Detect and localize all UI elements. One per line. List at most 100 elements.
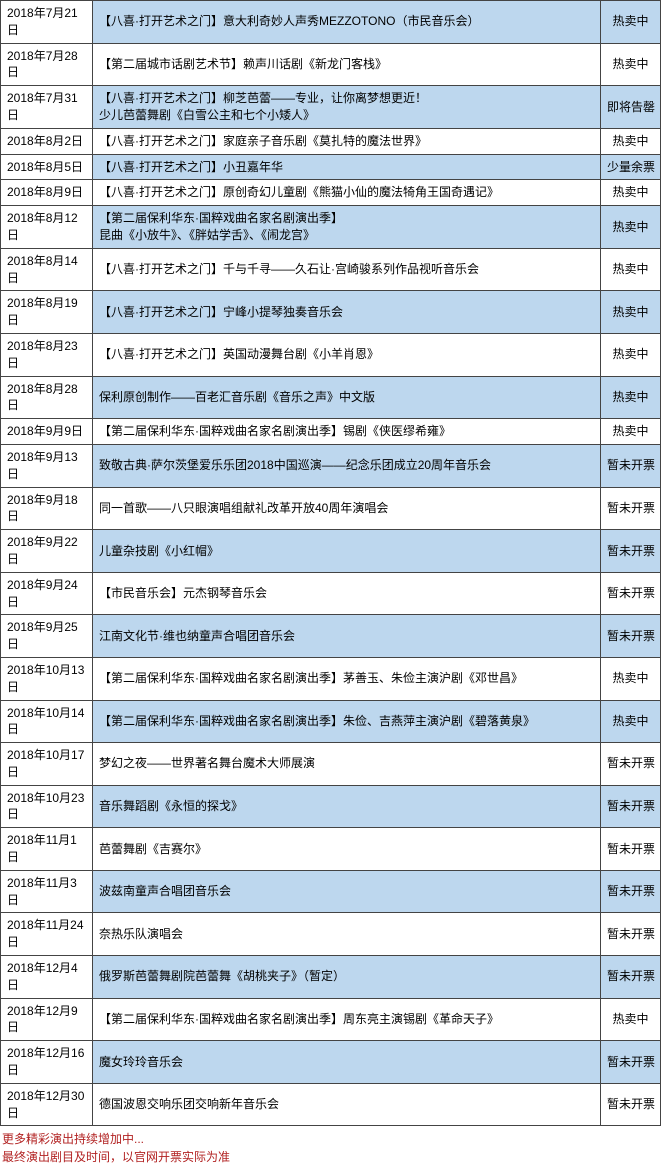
title-cell: 【八喜·打开艺术之门】原创奇幻儿童剧《熊猫小仙的魔法犄角王国奇遇记》 — [93, 180, 601, 206]
table-row: 2018年8月14日【八喜·打开艺术之门】千与千寻——久石让·宫崎骏系列作品视听… — [1, 248, 661, 291]
status-cell: 暂未开票 — [601, 487, 661, 530]
title-cell: 梦幻之夜——世界著名舞台魔术大师展演 — [93, 743, 601, 786]
table-row: 2018年12月30日德国波恩交响乐团交响新年音乐会暂未开票 — [1, 1083, 661, 1126]
title-cell: 【八喜·打开艺术之门】宁峰小提琴独奏音乐会 — [93, 291, 601, 334]
footer-note: 更多精彩演出持续增加中... 最终演出剧目及时间，以官网开票实际为准 — [0, 1126, 661, 1170]
table-row: 2018年12月4日俄罗斯芭蕾舞剧院芭蕾舞《胡桃夹子》（暂定）暂未开票 — [1, 956, 661, 999]
table-row: 2018年9月24日【市民音乐会】元杰钢琴音乐会暂未开票 — [1, 572, 661, 615]
status-cell: 暂未开票 — [601, 444, 661, 487]
table-row: 2018年12月9日【第二届保利华东·国粹戏曲名家名剧演出季】周东亮主演锡剧《革… — [1, 998, 661, 1041]
title-cell: 【八喜·打开艺术之门】英国动漫舞台剧《小羊肖恩》 — [93, 333, 601, 376]
title-cell: 【第二届城市话剧艺术节】赖声川话剧《新龙门客栈》 — [93, 43, 601, 86]
table-row: 2018年12月16日魔女玲玲音乐会暂未开票 — [1, 1041, 661, 1084]
date-cell: 2018年9月9日 — [1, 419, 93, 445]
date-cell: 2018年9月13日 — [1, 444, 93, 487]
table-row: 2018年11月1日芭蕾舞剧《吉赛尔》暂未开票 — [1, 828, 661, 871]
status-cell: 暂未开票 — [601, 870, 661, 913]
table-row: 2018年8月5日【八喜·打开艺术之门】小丑嘉年华少量余票 — [1, 154, 661, 180]
date-cell: 2018年7月21日 — [1, 1, 93, 44]
status-cell: 暂未开票 — [601, 1083, 661, 1126]
status-cell: 热卖中 — [601, 376, 661, 419]
date-cell: 2018年8月12日 — [1, 206, 93, 249]
status-cell: 热卖中 — [601, 43, 661, 86]
status-cell: 暂未开票 — [601, 1041, 661, 1084]
status-cell: 暂未开票 — [601, 572, 661, 615]
title-cell: 俄罗斯芭蕾舞剧院芭蕾舞《胡桃夹子》（暂定） — [93, 956, 601, 999]
title-cell: 【第二届保利华东·国粹戏曲名家名剧演出季】周东亮主演锡剧《革命天子》 — [93, 998, 601, 1041]
date-cell: 2018年8月2日 — [1, 128, 93, 154]
title-cell: 致敬古典·萨尔茨堡爱乐乐团2018中国巡演——纪念乐团成立20周年音乐会 — [93, 444, 601, 487]
title-cell: 【第二届保利华东·国粹戏曲名家名剧演出季】朱俭、吉燕萍主演沪剧《碧落黄泉》 — [93, 700, 601, 743]
date-cell: 2018年11月1日 — [1, 828, 93, 871]
table-row: 2018年9月25日江南文化节·维也纳童声合唱团音乐会暂未开票 — [1, 615, 661, 658]
table-row: 2018年7月28日【第二届城市话剧艺术节】赖声川话剧《新龙门客栈》热卖中 — [1, 43, 661, 86]
status-cell: 热卖中 — [601, 248, 661, 291]
status-cell: 热卖中 — [601, 700, 661, 743]
title-cell: 德国波恩交响乐团交响新年音乐会 — [93, 1083, 601, 1126]
title-cell: 【八喜·打开艺术之门】意大利奇妙人声秀MEZZOTONO（市民音乐会） — [93, 1, 601, 44]
title-cell: 波兹南童声合唱团音乐会 — [93, 870, 601, 913]
status-cell: 热卖中 — [601, 180, 661, 206]
table-row: 2018年9月9日【第二届保利华东·国粹戏曲名家名剧演出季】锡剧《侠医缪希雍》热… — [1, 419, 661, 445]
title-cell: 保利原创制作——百老汇音乐剧《音乐之声》中文版 — [93, 376, 601, 419]
table-row: 2018年8月2日【八喜·打开艺术之门】家庭亲子音乐剧《莫扎特的魔法世界》热卖中 — [1, 128, 661, 154]
title-cell: 【八喜·打开艺术之门】柳芝芭蕾——专业，让你离梦想更近！少儿芭蕾舞剧《白雪公主和… — [93, 86, 601, 129]
date-cell: 2018年11月24日 — [1, 913, 93, 956]
date-cell: 2018年9月24日 — [1, 572, 93, 615]
footer-line-1: 更多精彩演出持续增加中... — [2, 1130, 659, 1148]
date-cell: 2018年9月18日 — [1, 487, 93, 530]
status-cell: 暂未开票 — [601, 530, 661, 573]
date-cell: 2018年9月22日 — [1, 530, 93, 573]
date-cell: 2018年9月25日 — [1, 615, 93, 658]
date-cell: 2018年12月9日 — [1, 998, 93, 1041]
status-cell: 即将告罄 — [601, 86, 661, 129]
date-cell: 2018年8月28日 — [1, 376, 93, 419]
status-cell: 热卖中 — [601, 998, 661, 1041]
table-row: 2018年8月12日【第二届保利华东·国粹戏曲名家名剧演出季】昆曲《小放牛》、《… — [1, 206, 661, 249]
table-row: 2018年10月23日音乐舞蹈剧《永恒的探戈》暂未开票 — [1, 785, 661, 828]
status-cell: 暂未开票 — [601, 743, 661, 786]
title-cell: 江南文化节·维也纳童声合唱团音乐会 — [93, 615, 601, 658]
event-schedule-table: 2018年7月21日【八喜·打开艺术之门】意大利奇妙人声秀MEZZOTONO（市… — [0, 0, 661, 1126]
status-cell: 热卖中 — [601, 1, 661, 44]
date-cell: 2018年10月17日 — [1, 743, 93, 786]
status-cell: 热卖中 — [601, 206, 661, 249]
status-cell: 少量余票 — [601, 154, 661, 180]
table-row: 2018年8月28日保利原创制作——百老汇音乐剧《音乐之声》中文版热卖中 — [1, 376, 661, 419]
table-row: 2018年9月22日儿童杂技剧《小红帽》暂未开票 — [1, 530, 661, 573]
status-cell: 暂未开票 — [601, 785, 661, 828]
title-cell: 【市民音乐会】元杰钢琴音乐会 — [93, 572, 601, 615]
status-cell: 热卖中 — [601, 657, 661, 700]
title-cell: 音乐舞蹈剧《永恒的探戈》 — [93, 785, 601, 828]
date-cell: 2018年10月23日 — [1, 785, 93, 828]
date-cell: 2018年12月30日 — [1, 1083, 93, 1126]
status-cell: 热卖中 — [601, 333, 661, 376]
table-row: 2018年10月14日【第二届保利华东·国粹戏曲名家名剧演出季】朱俭、吉燕萍主演… — [1, 700, 661, 743]
table-row: 2018年10月13日【第二届保利华东·国粹戏曲名家名剧演出季】茅善玉、朱俭主演… — [1, 657, 661, 700]
date-cell: 2018年10月13日 — [1, 657, 93, 700]
title-cell: 【第二届保利华东·国粹戏曲名家名剧演出季】昆曲《小放牛》、《胖姑学舌》、《闹龙宫… — [93, 206, 601, 249]
date-cell: 2018年12月4日 — [1, 956, 93, 999]
date-cell: 2018年8月9日 — [1, 180, 93, 206]
title-cell: 【第二届保利华东·国粹戏曲名家名剧演出季】锡剧《侠医缪希雍》 — [93, 419, 601, 445]
table-row: 2018年7月21日【八喜·打开艺术之门】意大利奇妙人声秀MEZZOTONO（市… — [1, 1, 661, 44]
status-cell: 暂未开票 — [601, 615, 661, 658]
table-row: 2018年11月24日奈热乐队演唱会暂未开票 — [1, 913, 661, 956]
footer-line-2: 最终演出剧目及时间，以官网开票实际为准 — [2, 1148, 659, 1166]
date-cell: 2018年7月28日 — [1, 43, 93, 86]
date-cell: 2018年8月14日 — [1, 248, 93, 291]
status-cell: 暂未开票 — [601, 913, 661, 956]
table-row: 2018年8月19日【八喜·打开艺术之门】宁峰小提琴独奏音乐会热卖中 — [1, 291, 661, 334]
table-row: 2018年9月13日致敬古典·萨尔茨堡爱乐乐团2018中国巡演——纪念乐团成立2… — [1, 444, 661, 487]
title-cell: 魔女玲玲音乐会 — [93, 1041, 601, 1084]
table-row: 2018年11月3日波兹南童声合唱团音乐会暂未开票 — [1, 870, 661, 913]
title-cell: 【八喜·打开艺术之门】小丑嘉年华 — [93, 154, 601, 180]
status-cell: 热卖中 — [601, 128, 661, 154]
date-cell: 2018年8月19日 — [1, 291, 93, 334]
status-cell: 热卖中 — [601, 419, 661, 445]
table-row: 2018年8月9日【八喜·打开艺术之门】原创奇幻儿童剧《熊猫小仙的魔法犄角王国奇… — [1, 180, 661, 206]
date-cell: 2018年7月31日 — [1, 86, 93, 129]
title-cell: 【第二届保利华东·国粹戏曲名家名剧演出季】茅善玉、朱俭主演沪剧《邓世昌》 — [93, 657, 601, 700]
status-cell: 热卖中 — [601, 291, 661, 334]
table-row: 2018年9月18日同一首歌——八只眼演唱组献礼改革开放40周年演唱会暂未开票 — [1, 487, 661, 530]
